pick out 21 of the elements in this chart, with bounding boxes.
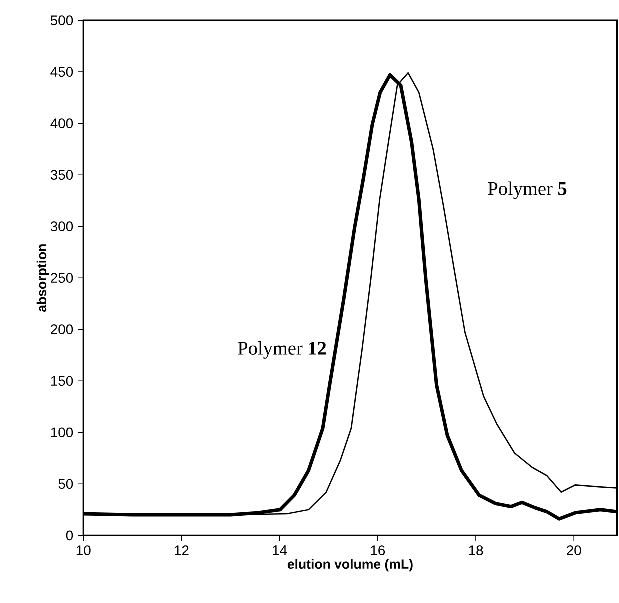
y-tick-label: 100 xyxy=(51,428,74,438)
x-tick-label: 18 xyxy=(469,545,484,556)
y-tick-label: 450 xyxy=(50,67,74,77)
y-tick-label: 250 xyxy=(51,273,74,283)
x-tick-label: 16 xyxy=(371,545,386,556)
y-tick-label: 350 xyxy=(50,170,74,180)
x-tick-label: 20 xyxy=(567,545,582,556)
series-label: Polymer 12 xyxy=(238,341,326,359)
y-axis-title: absorption xyxy=(36,244,50,312)
text: Polymer 5 xyxy=(488,182,567,200)
x-tick-label: 14 xyxy=(273,545,288,556)
x-axis-title: elution volume (mL) xyxy=(288,559,413,572)
y-tick-label: 400 xyxy=(50,118,74,128)
y-tick-label: 50 xyxy=(58,479,74,489)
y-tick-label: 200 xyxy=(51,324,74,334)
y-tick-label: 0 xyxy=(66,530,74,540)
y-tick-label: 500 xyxy=(50,15,74,26)
y-tick-label: 150 xyxy=(51,376,74,386)
x-tick-label: 10 xyxy=(76,545,91,556)
y-tick-label: 300 xyxy=(50,222,74,232)
x-tick-label: 12 xyxy=(175,545,189,556)
